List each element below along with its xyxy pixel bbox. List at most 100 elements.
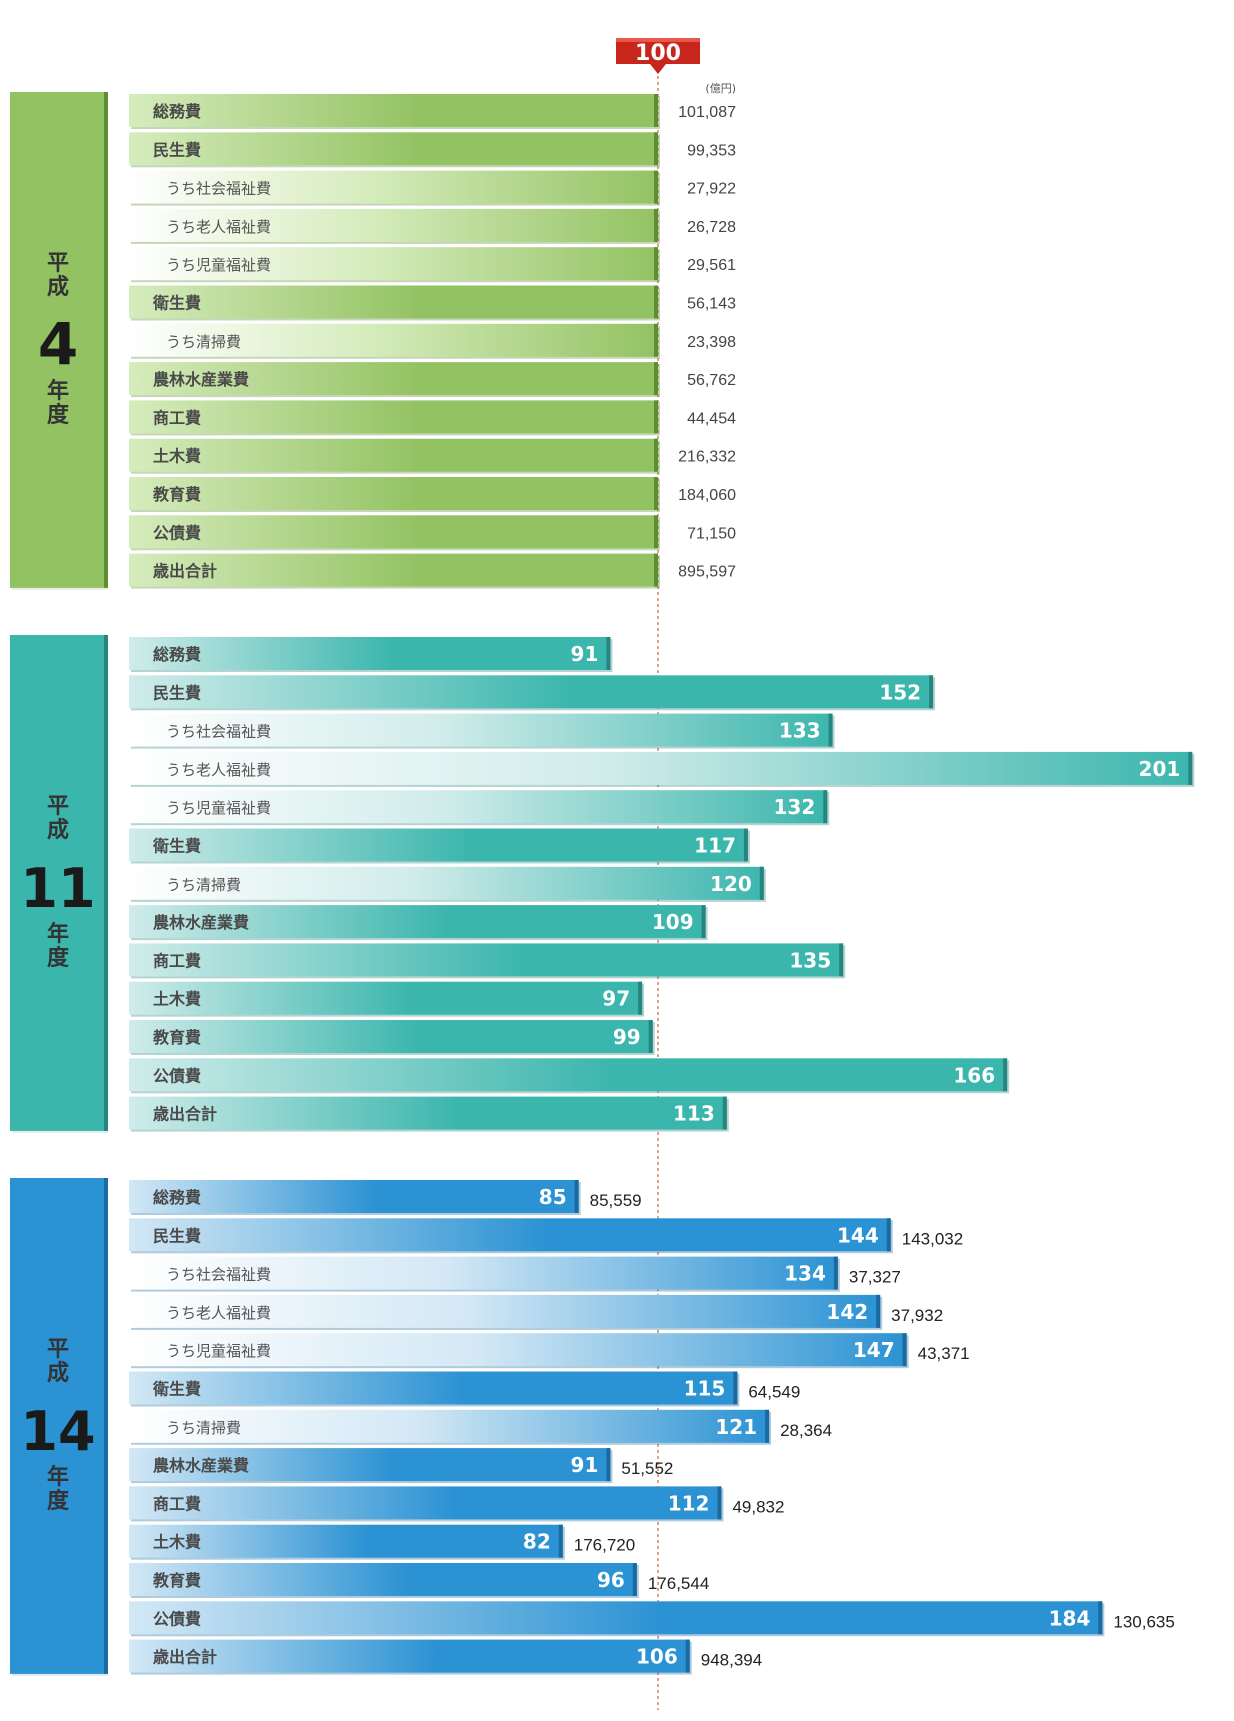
amount-value: 23,398 [687,334,736,351]
index-value: 133 [779,719,821,743]
bar-end-edge [654,515,658,549]
bar-end-edge [654,477,658,510]
year-panel-edge [104,92,108,588]
bar-end-edge [648,1020,653,1053]
bar-end-edge [574,1180,579,1213]
category-label: 土木費 [153,447,201,466]
bar [129,132,658,166]
amount-value: 948,394 [701,1651,762,1670]
bar-end-edge [765,1409,770,1443]
year-prefix-1: 平 [47,1337,69,1362]
category-label: 歳出合計 [153,562,217,581]
bar-end-edge [833,1256,838,1290]
year-number: 14 [20,1400,95,1463]
bar-end-edge [717,1486,722,1520]
bar [129,1486,722,1520]
index-value: 113 [673,1102,715,1126]
year-prefix-1: 平 [47,794,69,819]
category-label: 農林水産業費 [153,1456,249,1475]
bar [129,1409,770,1443]
category-label: 衛生費 [152,1380,201,1399]
year-suffix-2: 度 [47,945,70,971]
category-label: 歳出合計 [153,1648,217,1667]
index-value: 134 [784,1262,826,1286]
amount-value: 176,720 [574,1536,635,1555]
category-label: 歳出合計 [153,1105,217,1124]
bar [129,905,706,939]
category-label: うち清掃費 [166,333,241,351]
index-value: 135 [789,948,831,972]
amount-value: 85,559 [590,1191,642,1210]
amount-value: 51,552 [621,1459,673,1478]
bar-end-edge [823,790,828,824]
bar [129,247,658,281]
index-value: 117 [694,834,736,858]
category-label: うち老人福祉費 [166,1304,271,1322]
bar [129,170,658,204]
bar [129,1096,727,1130]
index-value: 144 [837,1223,879,1247]
category-label: 民生費 [153,683,201,702]
amount-value: 37,932 [891,1306,943,1325]
bar-end-edge [654,362,658,396]
category-label: 民生費 [153,140,201,159]
index-value: 121 [715,1415,757,1439]
index-value: 115 [684,1377,726,1401]
bar [129,981,643,1015]
amount-value: 44,454 [687,410,736,427]
bar [129,866,764,900]
year-number: 11 [20,857,95,920]
category-label: 公債費 [153,1066,201,1085]
year-suffix-1: 年 [47,921,69,947]
year-panel [10,92,106,588]
index-value: 112 [668,1491,710,1515]
bar-end-edge [733,1371,738,1405]
bar-end-edge [759,866,764,900]
category-label: 衛生費 [152,837,201,856]
amount-value: 56,143 [687,296,736,313]
bar-end-edge [839,943,844,977]
bar-end-edge [743,828,748,862]
category-label: 総務費 [153,102,201,121]
bar [129,400,658,434]
amount-value: 29,561 [687,257,736,274]
unit-label: (億円) [705,82,736,95]
category-label: うち児童福祉費 [166,799,271,817]
bar [129,1371,738,1405]
bar [129,285,658,319]
bar [129,94,658,127]
amount-value: 216,332 [678,449,736,466]
category-label: 教育費 [153,1571,201,1590]
category-label: 衛生費 [152,294,201,313]
bar-end-edge [654,553,658,587]
bar-end-edge [654,208,658,242]
category-label: 農林水産業費 [153,370,249,389]
index-value: 97 [602,987,630,1011]
bar [129,943,844,977]
bar-end-edge [685,1639,690,1673]
bar [129,751,1193,785]
amount-value: 28,364 [780,1421,832,1440]
index-value: 91 [571,642,599,666]
bar [129,1218,891,1252]
category-label: うち児童福祉費 [166,1342,271,1360]
baseline-marker-badge [616,38,700,74]
baseline-marker-highlight [616,38,700,42]
category-label: 土木費 [153,990,201,1009]
bar-end-edge [606,637,611,670]
amount-value: 37,327 [849,1268,901,1287]
bar [129,828,748,862]
bar-end-edge [606,1448,611,1482]
bar [129,515,658,549]
index-value: 147 [853,1338,895,1362]
bar-end-edge [1098,1601,1103,1635]
category-label: うち清掃費 [166,1419,241,1437]
year-prefix-2: 成 [47,275,69,300]
bar-end-edge [902,1333,907,1367]
bar [129,1333,907,1367]
amount-value: 26,728 [687,219,736,236]
year-suffix-1: 年 [47,1464,69,1490]
year-number: 4 [38,310,78,378]
category-label: 教育費 [153,1028,201,1047]
bar [129,675,934,709]
